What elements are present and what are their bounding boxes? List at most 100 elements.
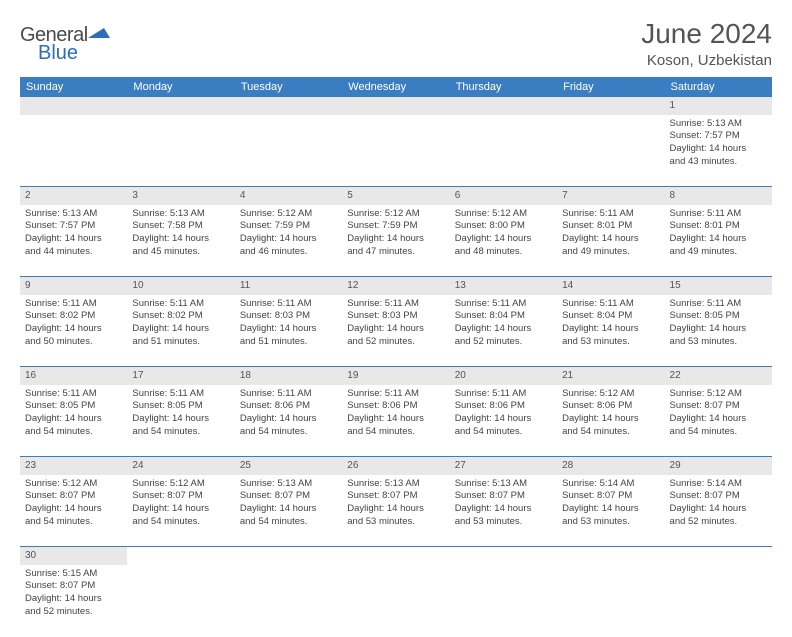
- daylight-line1: Daylight: 14 hours: [455, 323, 552, 336]
- day-number-cell: 20: [450, 367, 557, 385]
- sunset-line: Sunset: 8:03 PM: [240, 310, 337, 323]
- sunset-line: Sunset: 8:04 PM: [562, 310, 659, 323]
- sunrise-line: Sunrise: 5:15 AM: [25, 568, 122, 581]
- sunrise-line: Sunrise: 5:11 AM: [562, 208, 659, 221]
- content-row: Sunrise: 5:11 AMSunset: 8:02 PMDaylight:…: [20, 295, 772, 367]
- daylight-line1: Daylight: 14 hours: [347, 413, 444, 426]
- daylight-line2: and 49 minutes.: [670, 246, 767, 259]
- daylight-line1: Daylight: 14 hours: [25, 503, 122, 516]
- daylight-line2: and 53 minutes.: [670, 336, 767, 349]
- day-content-cell: Sunrise: 5:11 AMSunset: 8:02 PMDaylight:…: [20, 295, 127, 367]
- day-content-cell: Sunrise: 5:12 AMSunset: 8:00 PMDaylight:…: [450, 205, 557, 277]
- daylight-line1: Daylight: 14 hours: [455, 233, 552, 246]
- sunset-line: Sunset: 8:01 PM: [670, 220, 767, 233]
- daynum-row: 1: [20, 97, 772, 115]
- day-number-cell: 8: [665, 187, 772, 205]
- day-content-cell: Sunrise: 5:13 AMSunset: 8:07 PMDaylight:…: [235, 475, 342, 547]
- sunset-line: Sunset: 8:02 PM: [25, 310, 122, 323]
- sunrise-line: Sunrise: 5:11 AM: [132, 388, 229, 401]
- sunrise-line: Sunrise: 5:13 AM: [670, 118, 767, 131]
- day-number-cell: [127, 97, 234, 115]
- day-content-cell: Sunrise: 5:12 AMSunset: 8:07 PMDaylight:…: [20, 475, 127, 547]
- day-header: Saturday: [665, 77, 772, 97]
- day-content-cell: Sunrise: 5:12 AMSunset: 8:07 PMDaylight:…: [127, 475, 234, 547]
- sunset-line: Sunset: 8:07 PM: [347, 490, 444, 503]
- sunrise-line: Sunrise: 5:13 AM: [240, 478, 337, 491]
- day-number-cell: [342, 97, 449, 115]
- day-content-cell: Sunrise: 5:13 AMSunset: 8:07 PMDaylight:…: [450, 475, 557, 547]
- sunrise-line: Sunrise: 5:11 AM: [132, 298, 229, 311]
- daylight-line2: and 50 minutes.: [25, 336, 122, 349]
- sunrise-line: Sunrise: 5:14 AM: [670, 478, 767, 491]
- day-number-cell: 14: [557, 277, 664, 295]
- daylight-line2: and 52 minutes.: [347, 336, 444, 349]
- daylight-line1: Daylight: 14 hours: [562, 233, 659, 246]
- day-number-cell: 28: [557, 457, 664, 475]
- daylight-line2: and 46 minutes.: [240, 246, 337, 259]
- sunrise-line: Sunrise: 5:12 AM: [347, 208, 444, 221]
- daylight-line1: Daylight: 14 hours: [240, 323, 337, 336]
- day-content-cell: Sunrise: 5:11 AMSunset: 8:06 PMDaylight:…: [235, 385, 342, 457]
- sunrise-line: Sunrise: 5:12 AM: [25, 478, 122, 491]
- sunset-line: Sunset: 8:07 PM: [562, 490, 659, 503]
- daylight-line1: Daylight: 14 hours: [132, 323, 229, 336]
- day-number-cell: 18: [235, 367, 342, 385]
- daylight-line2: and 52 minutes.: [455, 336, 552, 349]
- day-content-cell: Sunrise: 5:12 AMSunset: 8:07 PMDaylight:…: [665, 385, 772, 457]
- day-content-cell: Sunrise: 5:15 AMSunset: 8:07 PMDaylight:…: [20, 565, 127, 637]
- daylight-line2: and 54 minutes.: [25, 426, 122, 439]
- sunset-line: Sunset: 8:05 PM: [132, 400, 229, 413]
- sunrise-line: Sunrise: 5:11 AM: [25, 388, 122, 401]
- sunrise-line: Sunrise: 5:12 AM: [132, 478, 229, 491]
- daylight-line1: Daylight: 14 hours: [455, 413, 552, 426]
- sunset-line: Sunset: 8:07 PM: [455, 490, 552, 503]
- sunset-line: Sunset: 8:07 PM: [240, 490, 337, 503]
- day-number-cell: 13: [450, 277, 557, 295]
- day-content-cell: Sunrise: 5:11 AMSunset: 8:01 PMDaylight:…: [557, 205, 664, 277]
- daylight-line1: Daylight: 14 hours: [562, 503, 659, 516]
- daylight-line2: and 51 minutes.: [240, 336, 337, 349]
- day-content-cell: Sunrise: 5:14 AMSunset: 8:07 PMDaylight:…: [557, 475, 664, 547]
- content-row: Sunrise: 5:12 AMSunset: 8:07 PMDaylight:…: [20, 475, 772, 547]
- sunset-line: Sunset: 8:06 PM: [240, 400, 337, 413]
- day-number-cell: [127, 547, 234, 565]
- brand-part2: Blue: [38, 42, 78, 65]
- day-number-cell: 10: [127, 277, 234, 295]
- day-number-cell: 26: [342, 457, 449, 475]
- sunset-line: Sunset: 8:05 PM: [25, 400, 122, 413]
- daylight-line1: Daylight: 14 hours: [132, 503, 229, 516]
- month-title: June 2024: [641, 18, 772, 50]
- day-number-cell: 21: [557, 367, 664, 385]
- daynum-row: 9101112131415: [20, 277, 772, 295]
- day-number-cell: [557, 97, 664, 115]
- day-content-cell: [342, 115, 449, 187]
- day-content-cell: Sunrise: 5:11 AMSunset: 8:04 PMDaylight:…: [557, 295, 664, 367]
- day-number-cell: [450, 547, 557, 565]
- daylight-line1: Daylight: 14 hours: [240, 233, 337, 246]
- day-number-cell: 23: [20, 457, 127, 475]
- daylight-line1: Daylight: 14 hours: [25, 323, 122, 336]
- day-content-cell: Sunrise: 5:12 AMSunset: 7:59 PMDaylight:…: [235, 205, 342, 277]
- day-number-cell: [235, 547, 342, 565]
- day-content-cell: Sunrise: 5:11 AMSunset: 8:06 PMDaylight:…: [450, 385, 557, 457]
- day-number-cell: 1: [665, 97, 772, 115]
- day-number-cell: [557, 547, 664, 565]
- daynum-row: 16171819202122: [20, 367, 772, 385]
- day-number-cell: [20, 97, 127, 115]
- daylight-line2: and 47 minutes.: [347, 246, 444, 259]
- day-number-cell: [665, 547, 772, 565]
- daylight-line2: and 54 minutes.: [240, 426, 337, 439]
- day-content-cell: [665, 565, 772, 637]
- daylight-line2: and 54 minutes.: [240, 516, 337, 529]
- daynum-row: 30: [20, 547, 772, 565]
- calendar-table: SundayMondayTuesdayWednesdayThursdayFrid…: [20, 77, 772, 637]
- sunset-line: Sunset: 8:07 PM: [132, 490, 229, 503]
- sunrise-line: Sunrise: 5:11 AM: [347, 298, 444, 311]
- day-content-cell: Sunrise: 5:11 AMSunset: 8:02 PMDaylight:…: [127, 295, 234, 367]
- sunset-line: Sunset: 8:02 PM: [132, 310, 229, 323]
- day-header: Monday: [127, 77, 234, 97]
- day-content-cell: [557, 565, 664, 637]
- content-row: Sunrise: 5:13 AMSunset: 7:57 PMDaylight:…: [20, 205, 772, 277]
- day-number-cell: 5: [342, 187, 449, 205]
- daylight-line2: and 54 minutes.: [562, 426, 659, 439]
